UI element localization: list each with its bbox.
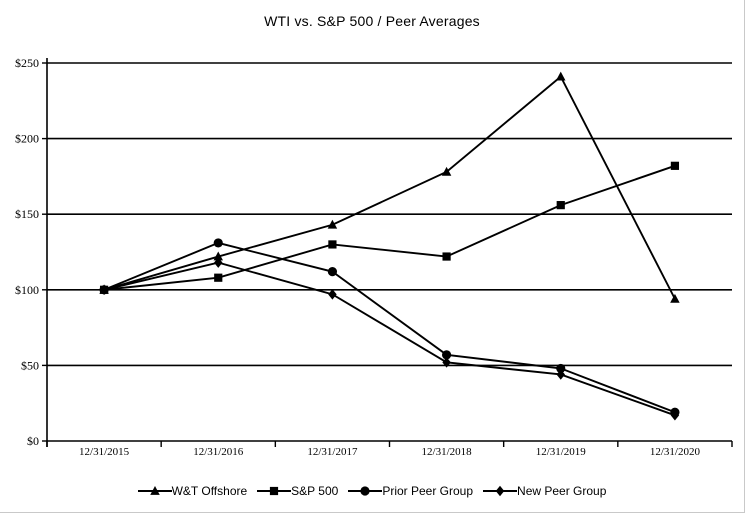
diamond-data-point-marker: [99, 284, 109, 296]
x-tick-label: 12/31/2020: [650, 446, 701, 458]
legend-item-new-peer-group: New Peer Group: [483, 484, 606, 498]
square-data-point-marker: [442, 252, 451, 261]
line-chart-plot-area: $0 $50 $100 $150 $200 $250 12/31/2015 12/31/201…: [15, 56, 733, 458]
series-line-new-peer-group: [103, 261, 676, 417]
triangle-data-point-marker: [670, 293, 680, 303]
square-data-point-marker: [214, 273, 223, 282]
triangle-data-point-marker: [213, 251, 223, 261]
y-tick-label: $100: [15, 283, 39, 297]
legend-item-wt-offshore: W&T Offshore: [137, 484, 248, 498]
y-tick-label: $150: [15, 207, 39, 221]
legend-item-sp500: S&P 500: [257, 484, 338, 498]
diamond-data-point-marker: [328, 289, 337, 300]
legend-label: New Peer Group: [517, 484, 607, 498]
circle-legend-marker: [360, 486, 370, 496]
square-data-point-marker: [670, 161, 680, 170]
triangle-data-point-marker: [556, 71, 566, 81]
diamond-data-point-marker: [556, 369, 565, 380]
legend-label: W&T Offshore: [171, 484, 248, 498]
diamond-data-point-marker: [670, 410, 680, 421]
circle-data-point-marker: [441, 350, 452, 360]
y-tick-label: $250: [15, 56, 39, 70]
x-tick-label: 12/31/2019: [536, 446, 587, 458]
triangle-data-point-marker: [441, 166, 452, 176]
x-tick-label: 12/31/2015: [79, 446, 130, 458]
chart-title: WTI vs. S&P 500 / Peer Averages: [264, 13, 480, 29]
triangle-marker-icon: [137, 486, 172, 495]
y-tick-label: $200: [15, 132, 39, 146]
circle-data-point-marker: [327, 267, 338, 277]
series-line-prior-peer-group: [103, 241, 676, 414]
triangle-data-point-marker: [327, 219, 338, 229]
series-line-s-p-500: [103, 164, 676, 291]
legend-label: S&P 500: [291, 484, 339, 498]
circle-data-point-marker: [556, 363, 566, 374]
square-data-point-marker: [328, 240, 337, 249]
square-legend-marker: [270, 486, 279, 496]
legend-item-prior-peer-group: Prior Peer Group: [348, 484, 473, 498]
chart-legend: W&T Offshore S&P 500 Prior Peer Group Ne…: [0, 484, 744, 498]
y-tick-label: $50: [21, 358, 39, 372]
triangle-legend-marker: [149, 486, 160, 495]
diamond-legend-marker: [495, 485, 505, 497]
x-tick-label: 12/31/2016: [193, 446, 244, 458]
legend-label: Prior Peer Group: [382, 484, 474, 498]
diamond-marker-icon: [483, 485, 518, 497]
square-marker-icon: [257, 486, 292, 496]
diamond-data-point-marker: [442, 357, 451, 368]
circle-data-point-marker: [213, 238, 223, 248]
x-tick-label: 12/31/2018: [422, 446, 473, 458]
x-tick-label: 12/31/2017: [307, 446, 358, 458]
diamond-data-point-marker: [214, 257, 223, 268]
circle-marker-icon: [348, 486, 383, 496]
y-tick-label: $0: [27, 434, 39, 448]
square-data-point-marker: [556, 201, 565, 210]
series-line-w-t-offshore: [103, 75, 676, 300]
